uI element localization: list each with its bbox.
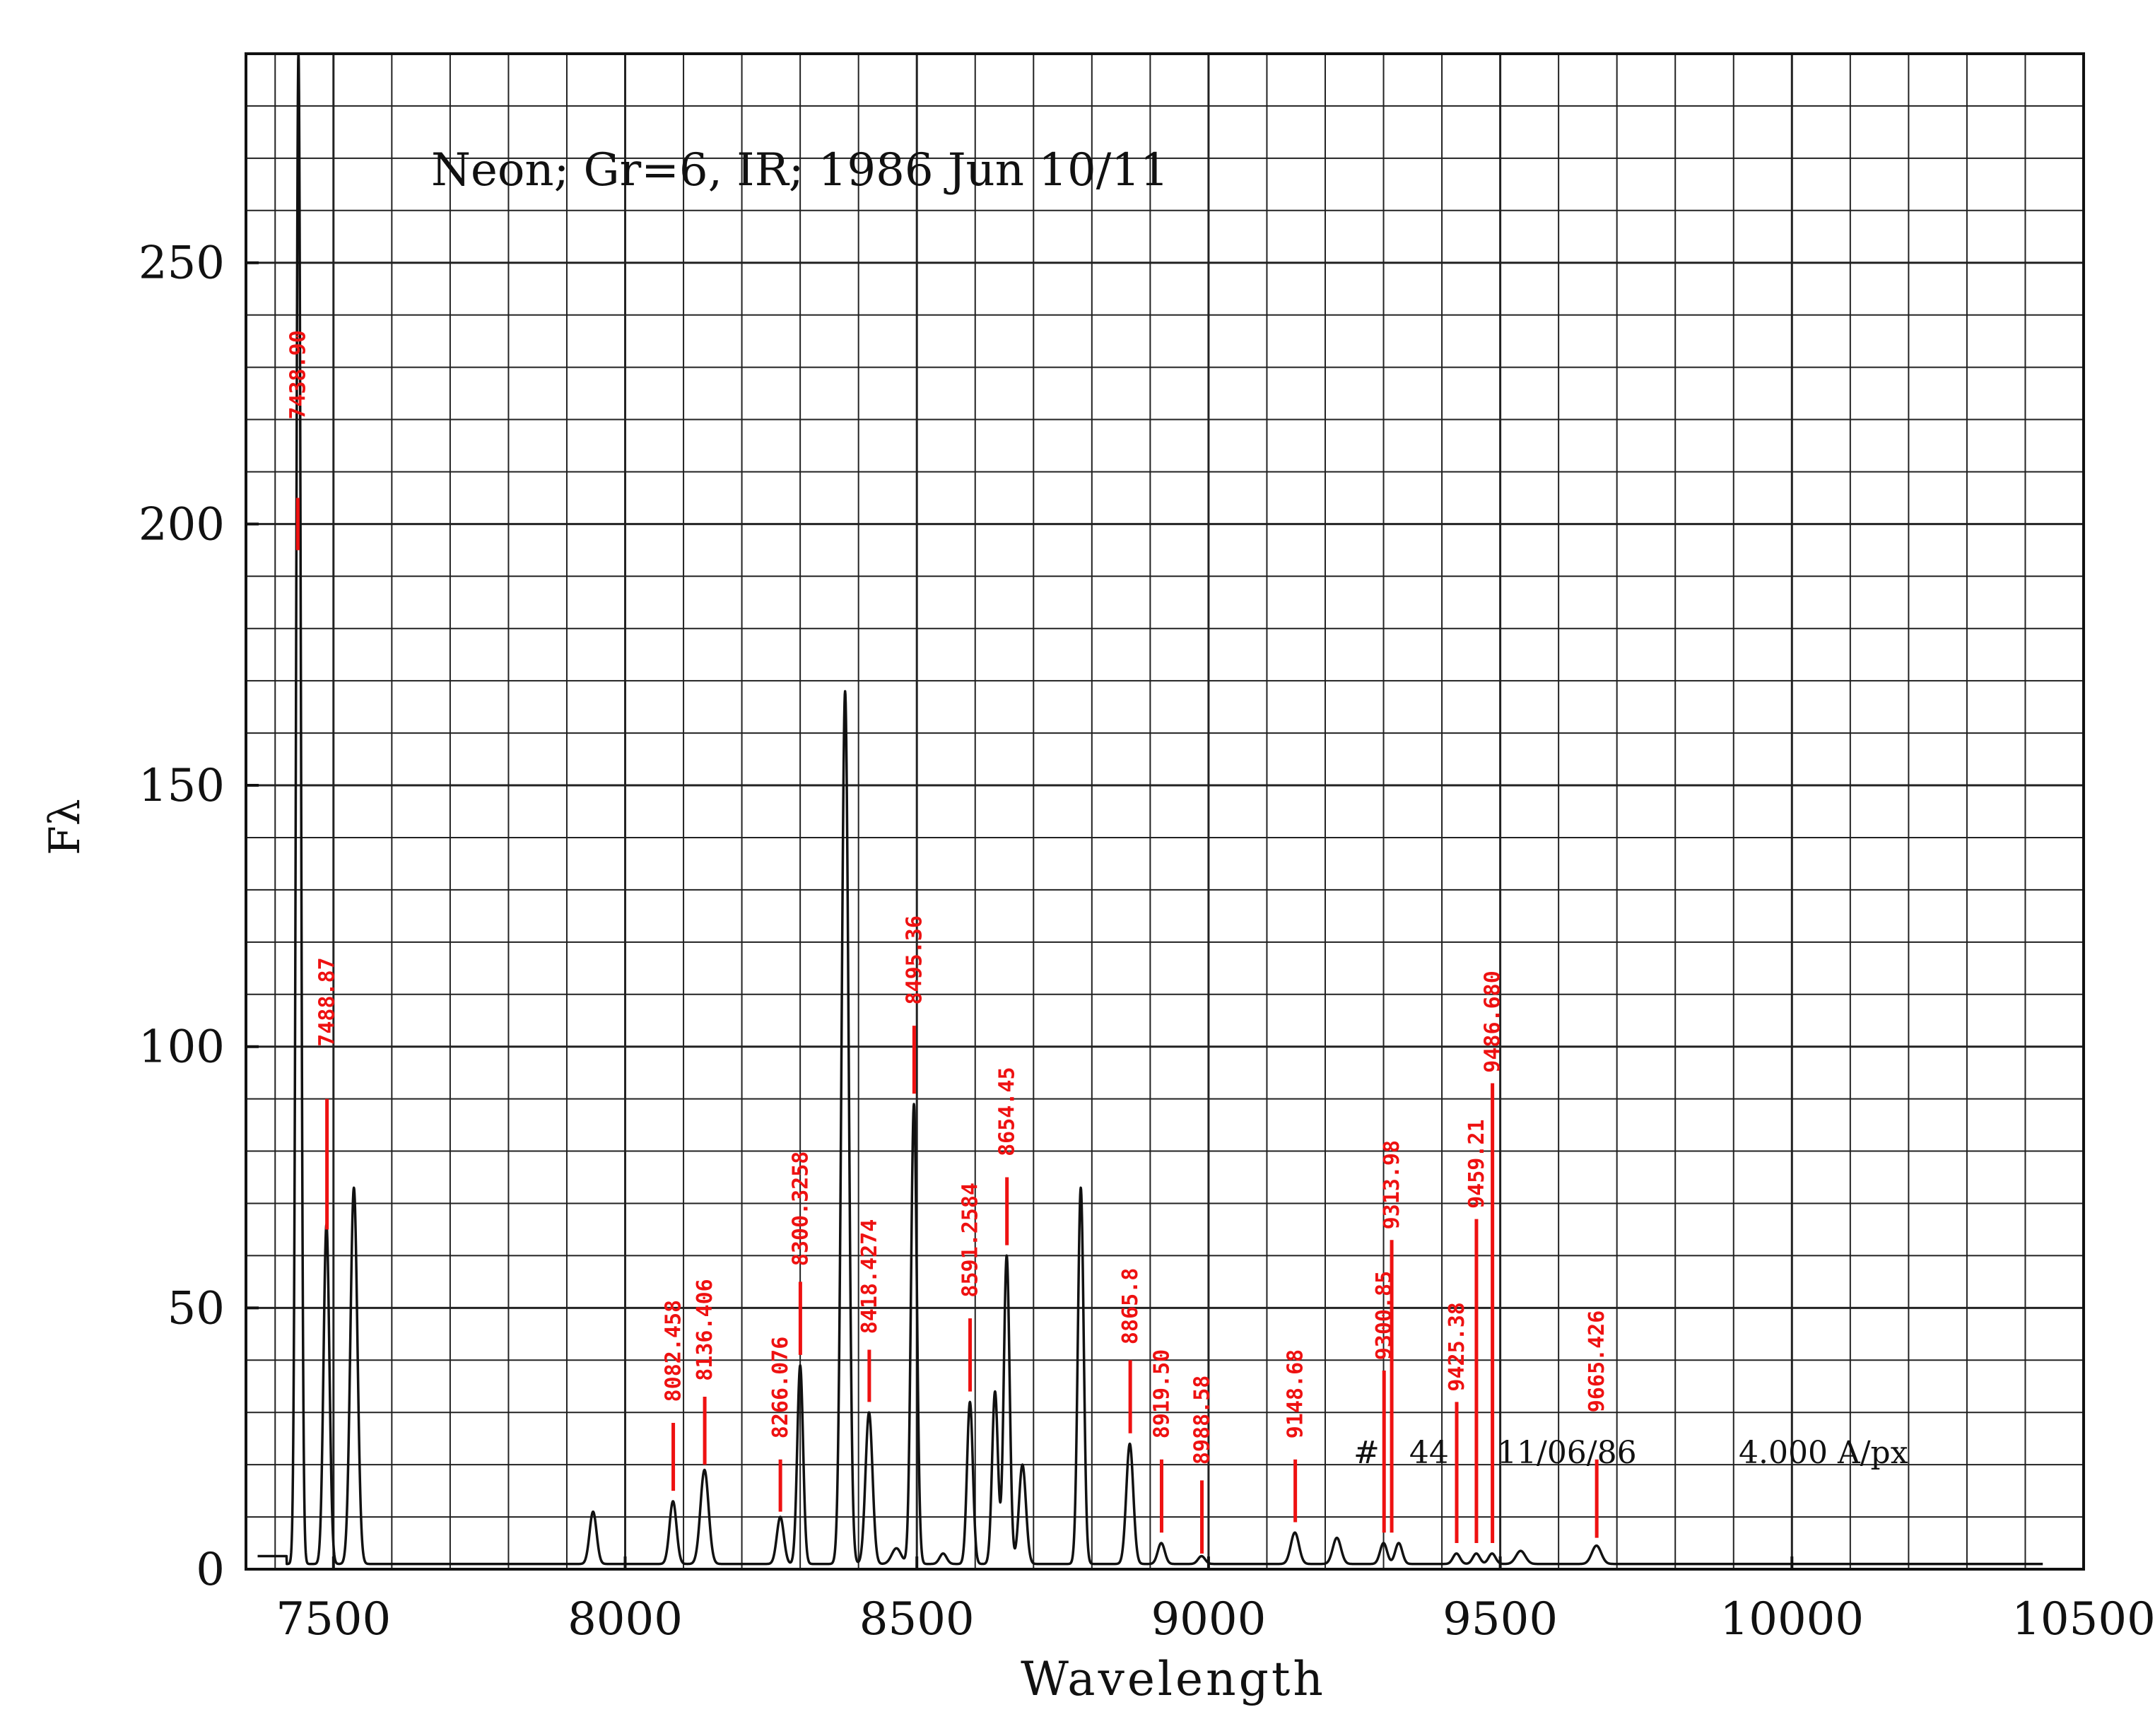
y-tick-label: 150 — [139, 760, 225, 812]
line-id-annotation: 8136.406 — [693, 1279, 717, 1465]
x-axis-ticks: 7500 8000 8500 9000 9500 10000 10500 — [276, 1556, 2155, 1646]
grid — [246, 54, 2084, 1569]
line-id-label: 8300.3258 — [788, 1151, 813, 1267]
line-id-annotation: 8082.458 — [662, 1300, 686, 1491]
line-id-annotation: 8266.076 — [768, 1337, 793, 1512]
line-id-annotation: 8865.8 — [1118, 1268, 1143, 1433]
line-id-annotation: 9459.21 — [1464, 1119, 1489, 1544]
x-tick-label: 8000 — [568, 1593, 683, 1646]
x-tick-label: 8500 — [859, 1593, 975, 1646]
line-id-annotation: 8919.50 — [1150, 1349, 1175, 1533]
line-id-label: 9148.68 — [1284, 1349, 1308, 1438]
line-id-annotation: 8495.36 — [902, 915, 927, 1094]
line-id-label: 8136.406 — [693, 1279, 717, 1381]
line-id-annotation: 8418.4274 — [857, 1219, 882, 1402]
line-id-label: 9486.680 — [1481, 970, 1505, 1073]
line-id-annotation: 8654.45 — [995, 1067, 1020, 1245]
spectrum-series-line — [257, 52, 2044, 1566]
footer-dispersion: 4.000 A/px — [1739, 1435, 1908, 1471]
line-id-label: 8082.458 — [662, 1300, 686, 1402]
y-tick-label: 250 — [139, 237, 225, 290]
line-id-label: 8865.8 — [1118, 1268, 1143, 1344]
line-id-label: 7488.87 — [315, 957, 340, 1046]
line-id-annotation: 9313.98 — [1380, 1140, 1404, 1533]
line-id-annotation: 9425.38 — [1445, 1302, 1469, 1544]
line-id-annotation: 9148.68 — [1284, 1349, 1308, 1523]
line-id-label: 8988.58 — [1190, 1376, 1215, 1465]
line-id-annotation: 7438.90 — [286, 330, 310, 551]
x-tick-label: 10000 — [1720, 1593, 1865, 1646]
line-id-annotation: 8988.58 — [1190, 1376, 1215, 1554]
footer-date: 11/06/86 — [1497, 1435, 1637, 1471]
line-id-label: 8495.36 — [902, 915, 927, 1004]
y-tick-label: 200 — [139, 498, 225, 551]
x-tick-label: 9000 — [1151, 1593, 1266, 1646]
y-tick-label: 100 — [139, 1021, 225, 1074]
plot-frame — [245, 52, 2085, 1571]
line-id-label: 9425.38 — [1445, 1302, 1469, 1391]
line-id-label: 8654.45 — [995, 1067, 1020, 1156]
chart-title: Neon; Gr=6, IR; 1986 Jun 10/11 — [431, 144, 1169, 197]
line-id-annotation: 8300.3258 — [788, 1151, 813, 1355]
y-axis-ticks: 0 50 100 150 200 250 — [139, 237, 259, 1596]
y-tick-label: 50 — [168, 1282, 225, 1335]
y-tick-label: 0 — [196, 1544, 225, 1596]
x-axis-label: Wavelength — [1021, 1652, 1326, 1706]
line-id-annotation: 9665.426 — [1585, 1310, 1609, 1538]
x-tick-label: 10500 — [2012, 1593, 2155, 1646]
line-id-label: 9665.426 — [1585, 1310, 1609, 1413]
line-id-label: 7438.90 — [286, 330, 310, 419]
x-tick-label: 7500 — [276, 1593, 391, 1646]
line-identifications: 7438.90 7488.87 8082.458 8136.406 8266.076 83… — [286, 330, 1609, 1554]
line-id-label: 9459.21 — [1464, 1119, 1489, 1208]
footer-number: # 44 — [1354, 1435, 1449, 1471]
line-id-label: 8266.076 — [768, 1337, 793, 1439]
y-axis-label: Fλ — [40, 799, 90, 855]
line-id-annotation: 8591.2584 — [958, 1183, 983, 1392]
line-id-label: 8919.50 — [1150, 1349, 1175, 1438]
line-id-annotation: 7488.87 — [315, 957, 340, 1230]
line-id-label: 8418.4274 — [857, 1219, 882, 1335]
line-id-label: 9313.98 — [1380, 1140, 1404, 1229]
line-id-annotation: 9486.680 — [1481, 970, 1505, 1544]
line-id-label: 8591.2584 — [958, 1183, 983, 1298]
x-tick-label: 9500 — [1443, 1593, 1558, 1646]
